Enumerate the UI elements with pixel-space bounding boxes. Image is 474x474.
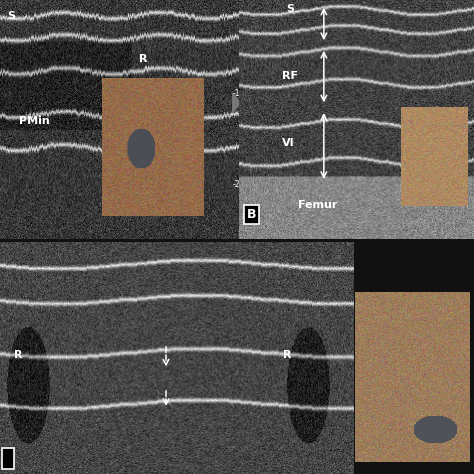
Text: -1: -1 xyxy=(232,89,240,98)
Text: R: R xyxy=(283,350,291,360)
Text: Femur: Femur xyxy=(298,200,337,210)
Text: S: S xyxy=(286,4,294,14)
Text: R: R xyxy=(139,54,147,64)
Text: S: S xyxy=(7,11,15,21)
Text: -2: -2 xyxy=(232,180,240,189)
Text: PMin: PMin xyxy=(19,117,50,127)
Text: R: R xyxy=(14,350,23,360)
Text: B: B xyxy=(246,208,256,221)
Text: RF: RF xyxy=(282,71,298,81)
Polygon shape xyxy=(233,93,240,112)
Text: VI: VI xyxy=(282,138,294,148)
Bar xyxy=(2,448,14,469)
